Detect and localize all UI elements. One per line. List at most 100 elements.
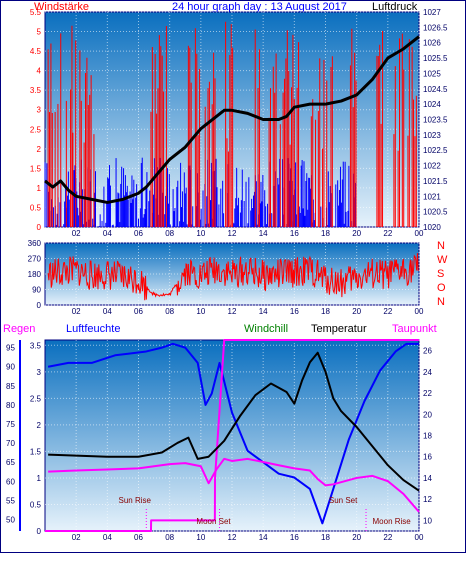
x-tick-label: 16	[290, 307, 299, 316]
temperature-tick-label: 16	[423, 453, 432, 462]
humidity-tick-label: 90	[6, 363, 15, 372]
wind-tick-label: 4	[37, 67, 42, 76]
x-tick-label: 00	[415, 307, 424, 316]
direction-tick-label: 90	[32, 286, 41, 295]
temperature-line	[48, 351, 420, 492]
luftfeuchte-label: Luftfeuchte	[66, 323, 120, 335]
compass-label: N	[437, 296, 445, 308]
taupunkt-label: Taupunkt	[392, 323, 437, 335]
pressure-series	[44, 35, 420, 204]
compass-label: S	[437, 268, 444, 280]
x-tick-label: 16	[290, 533, 299, 542]
direction-tick-label: 360	[28, 239, 42, 248]
x-tick-label: 22	[383, 229, 392, 238]
temperatur-label: Temperatur	[311, 323, 367, 335]
direction-tick-label: 270	[28, 255, 42, 264]
x-tick-label: 20	[352, 229, 361, 238]
wind-direction-line	[47, 253, 419, 301]
x-tick-label: 02	[72, 307, 81, 316]
temperature-tick-label: 26	[423, 347, 432, 356]
temperature-tick-label: 24	[423, 368, 432, 377]
x-tick-label: 04	[103, 533, 112, 542]
pressure-tick-label: 1021	[423, 192, 441, 201]
x-tick-label: 12	[228, 307, 237, 316]
x-tick-label: 18	[321, 307, 330, 316]
x-tick-label: 22	[383, 307, 392, 316]
wind-pressure-panel: 00.511.522.533.544.555.510201020.5102110…	[30, 8, 448, 238]
pressure-tick-label: 1020.5	[423, 208, 448, 217]
pressure-tick-label: 1021.5	[423, 177, 448, 186]
x-tick-label: 06	[134, 307, 143, 316]
x-tick-label: 04	[103, 229, 112, 238]
wind-tick-label: 0.5	[30, 203, 42, 212]
temperature-humidity-panel: 0 0.5 1 1.5 2 2.5 3 3.5 50 55 60 65 70 75 80 85 90 95 10 12…	[6, 339, 432, 542]
x-tick-label: 14	[259, 533, 268, 542]
pressure-tick-label: 1020	[423, 223, 441, 232]
x-tick-label: 10	[196, 307, 205, 316]
x-tick-label: 00	[415, 533, 424, 542]
wind-tick-label: 1	[37, 184, 42, 193]
humidity-tick-label: 80	[6, 401, 15, 410]
luftdruck-label: Luftdruck	[372, 1, 418, 13]
wind-tick-label: 2.5	[30, 125, 42, 134]
temperature-humidity-axes: 0 0.5 1 1.5 2 2.5 3 3.5 50 55 60 65 70 75 80 85 90 95 10 12…	[6, 340, 432, 542]
wind-tick-label: 3.5	[30, 86, 42, 95]
rain-tick-label: 0.5	[30, 500, 42, 509]
pressure-line	[44, 35, 420, 204]
sun-set-annotation: Sun Set	[329, 496, 358, 505]
compass-label: O	[437, 282, 446, 294]
outer-frame	[0, 0, 466, 553]
x-tick-label: 18	[321, 229, 330, 238]
humidity-tick-label: 55	[6, 496, 15, 505]
compass-label: N	[437, 240, 445, 252]
rain-tick-label: 2	[37, 421, 42, 430]
pressure-tick-label: 1025.5	[423, 54, 448, 63]
x-tick-label: 12	[228, 533, 237, 542]
pressure-tick-label: 1023	[423, 131, 441, 140]
humidity-tick-label: 75	[6, 420, 15, 429]
wind-tick-label: 5	[37, 28, 42, 37]
x-tick-label: 02	[72, 533, 81, 542]
x-tick-label: 06	[134, 229, 143, 238]
x-tick-label: 22	[383, 533, 392, 542]
humidity-tick-label: 50	[6, 516, 15, 525]
temperature-tick-label: 10	[423, 516, 432, 525]
direction-tick-label: 180	[28, 270, 42, 279]
x-tick-label: 08	[165, 229, 174, 238]
rain-tick-label: 1	[37, 474, 42, 483]
rain-tick-label: 2.5	[30, 394, 42, 403]
x-tick-label: 00	[415, 229, 424, 238]
x-tick-label: 18	[321, 533, 330, 542]
humidity-tick-label: 95	[6, 344, 15, 353]
x-tick-label: 02	[72, 229, 81, 238]
rain-tick-label: 0	[37, 527, 42, 536]
temperature-tick-label: 18	[423, 432, 432, 441]
pressure-tick-label: 1026.5	[423, 23, 448, 32]
dewpoint-line	[48, 457, 420, 513]
rain-tick-label: 3	[37, 368, 42, 377]
humidity-tick-label: 70	[6, 439, 15, 448]
humidity-tick-label: 60	[6, 477, 15, 486]
windchill-label: Windchill	[244, 323, 288, 335]
temperature-humidity-series	[45, 339, 420, 532]
wind-tick-label: 2	[37, 145, 42, 154]
temperature-tick-label: 14	[423, 474, 432, 483]
wind-tick-label: 5.5	[30, 8, 42, 17]
humidity-tick-label: 65	[6, 458, 15, 467]
chart-title: 24 hour graph day : 13 August 2017	[172, 1, 347, 13]
temperature-tick-label: 20	[423, 410, 432, 419]
x-tick-label: 04	[103, 307, 112, 316]
pressure-tick-label: 1022	[423, 162, 441, 171]
x-tick-label: 12	[228, 229, 237, 238]
x-tick-label: 14	[259, 229, 268, 238]
moon-rise-annotation: Moon Rise	[373, 517, 412, 526]
temperature-humidity-grid	[45, 340, 420, 532]
compass-label: W	[437, 254, 448, 266]
rain-line	[45, 339, 419, 532]
x-tick-label: 14	[259, 307, 268, 316]
wind-pressure-axes: 00.511.522.533.544.555.510201020.5102110…	[30, 8, 448, 238]
humidity-line	[47, 342, 419, 525]
